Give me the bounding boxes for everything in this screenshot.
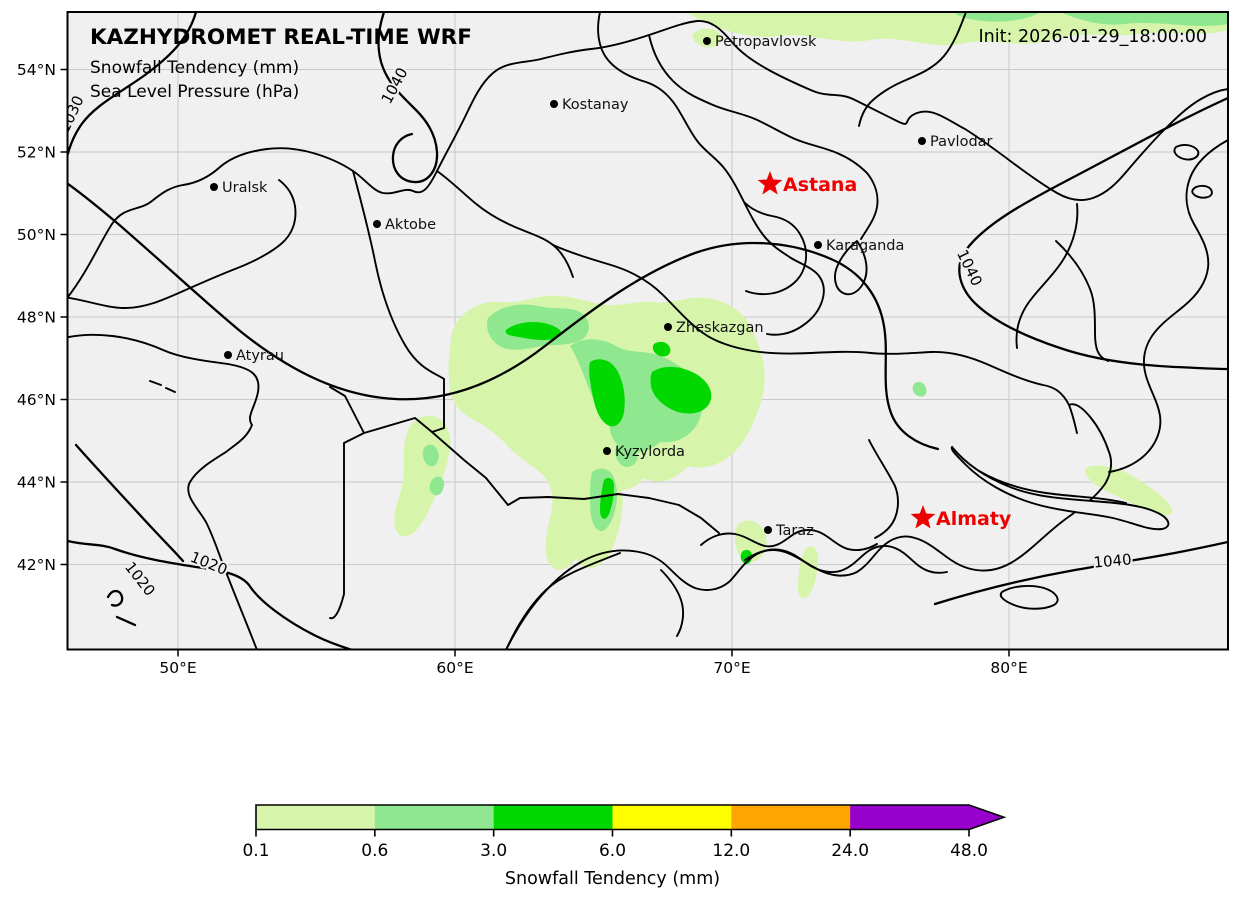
map-frame: [66, 11, 1229, 651]
y-tick-label: 44°N: [17, 474, 56, 492]
border-line: [67, 179, 297, 309]
city-dot: [918, 137, 926, 145]
colorbar-tick-label: 3.0: [480, 841, 507, 861]
capital-label: Astana: [783, 174, 857, 196]
colorbar-tick-label: 0.6: [361, 841, 388, 861]
pressure-contours: [67, 12, 1228, 650]
colorbar-segment: [493, 805, 613, 830]
map-title: KAZHYDROMET REAL-TIME WRF: [90, 25, 472, 50]
border-line: [660, 569, 685, 637]
city-label: Aktobe: [385, 217, 436, 233]
y-tick-label: 46°N: [17, 391, 56, 409]
city-label: Atyrau: [236, 348, 284, 364]
border-line: [766, 257, 825, 336]
snowfall-area-bright: [505, 322, 752, 565]
border-line: [552, 244, 1078, 434]
isobar-1040: [958, 96, 1228, 371]
colorbar-segment: [731, 805, 851, 830]
city-dot: [224, 351, 232, 359]
colorbar-segment: [850, 805, 970, 830]
colorbar-tick-label: 48.0: [950, 841, 988, 861]
city-dot: [603, 447, 611, 455]
colorbar-segment: [612, 805, 732, 830]
border-line: [352, 170, 445, 380]
isobar-1040: [67, 182, 940, 451]
capital-markers: Astana Almaty: [757, 171, 1012, 530]
city-dot: [373, 220, 381, 228]
colorbar: 0.1 0.6 3.0 6.0 12.0 24.0 48.0: [242, 804, 1007, 861]
border-lines: [67, 12, 1228, 650]
border-line: [858, 12, 967, 127]
y-tick-label: 52°N: [17, 144, 56, 162]
border-line: [700, 528, 878, 552]
border-line: [1108, 139, 1228, 473]
lake-balkhash: [950, 445, 1170, 531]
city-label: Kostanay: [562, 97, 629, 113]
border-line: [868, 439, 899, 539]
border-line: [431, 431, 720, 534]
x-tick-label: 50°E: [159, 659, 196, 677]
colorbar-tick-label: 12.0: [712, 841, 750, 861]
border-line: [597, 12, 792, 259]
isobar-1020: [74, 443, 185, 563]
caspian-coastline: [67, 333, 260, 650]
isobar-1020: [67, 539, 355, 650]
colorbar-tick-label: 6.0: [599, 841, 626, 861]
isobar-fragment: [106, 589, 137, 627]
colorbar-title: Snowfall Tendency (mm): [505, 869, 720, 889]
city-markers: Petropavlovsk Kostanay Pavlodar Uralsk Aktob…: [210, 34, 993, 539]
x-tick-label: 80°E: [990, 659, 1027, 677]
border-line: [1015, 203, 1079, 349]
isobar-1030: [67, 12, 198, 161]
colorbar-tick-label: 24.0: [831, 841, 869, 861]
init-time-label: Init: 2026-01-29_18:00:00: [979, 27, 1207, 47]
axis-tick-labels: 50°E 60°E 70°E 80°E 54°N 52°N 50°N 48°N 46°N 44°N…: [17, 61, 1028, 677]
border-line: [1055, 240, 1109, 362]
city-label: Taraz: [775, 523, 814, 539]
city-label: Uralsk: [222, 180, 268, 196]
city-dot: [703, 37, 711, 45]
city-label: Kyzylorda: [615, 444, 685, 460]
x-tick-label: 70°E: [713, 659, 750, 677]
map-subtitle-pressure: Sea Level Pressure (hPa): [90, 82, 299, 102]
colorbar-segment: [374, 805, 495, 830]
isobar-1040: [933, 540, 1228, 606]
map-subtitle-snowfall: Snowfall Tendency (mm): [90, 58, 299, 78]
x-tick-label: 60°E: [436, 659, 473, 677]
y-tick-label: 42°N: [17, 556, 56, 574]
capital-label: Almaty: [936, 508, 1012, 530]
capital-star-icon: [757, 171, 783, 195]
city-dot: [814, 241, 822, 249]
small-lakes: [1173, 143, 1213, 199]
city-label: Petropavlovsk: [715, 34, 817, 50]
border-line: [744, 544, 948, 574]
y-tick-label: 48°N: [17, 309, 56, 327]
colorbar-tick-label: 0.1: [242, 841, 269, 861]
border-line: [436, 170, 574, 278]
y-tick-label: 50°N: [17, 226, 56, 244]
isobar-value-label: 1040: [1093, 550, 1133, 571]
city-dot: [664, 323, 672, 331]
caspian-islands: [149, 380, 176, 393]
lake-issyk-kul: [999, 584, 1059, 610]
border-line: [834, 240, 868, 296]
isobar-1040: [377, 12, 439, 184]
city-label: Zheskazgan: [676, 320, 764, 336]
city-label: Karaganda: [826, 238, 904, 254]
border-line: [648, 34, 879, 240]
colorbar-extend-arrow: [969, 805, 1004, 830]
colorbar-outline: [255, 804, 1007, 831]
y-tick-label: 54°N: [17, 61, 56, 79]
border-line: [978, 470, 1127, 504]
city-dot: [550, 100, 558, 108]
city-label: Pavlodar: [930, 134, 993, 150]
city-dot: [764, 526, 772, 534]
border-line: [1068, 403, 1110, 453]
axis-ticks: [60, 68, 1010, 657]
city-dot: [210, 183, 218, 191]
colorbar-segment: [256, 805, 376, 830]
capital-star-icon: [910, 505, 936, 529]
